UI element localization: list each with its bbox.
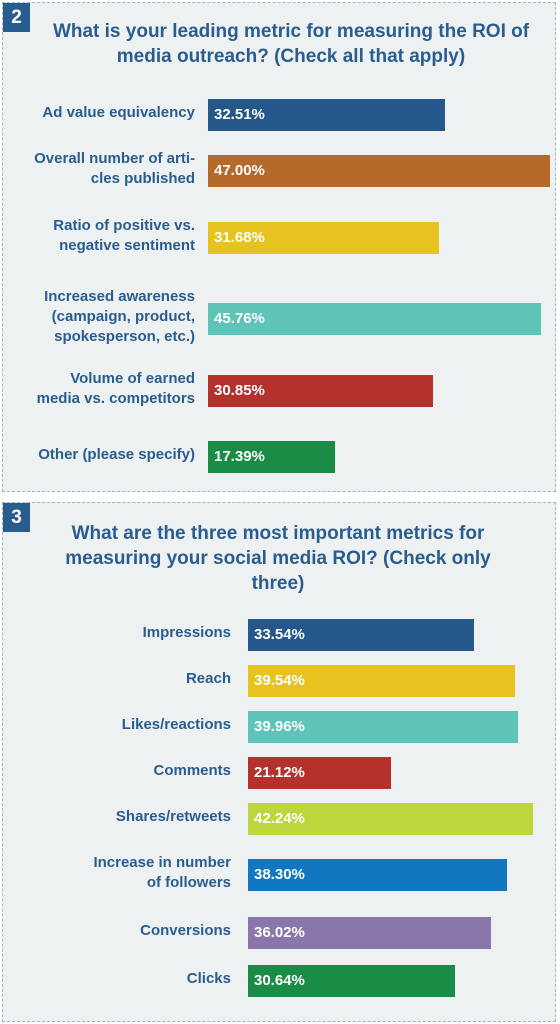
bar-value-label: 47.00% — [214, 162, 265, 179]
category-label: Ad value equivalency — [42, 104, 195, 121]
chart-title: What are the three most important metric… — [65, 523, 491, 594]
bar — [248, 803, 534, 835]
bar-value-label: 17.39% — [214, 448, 265, 465]
chart-title: What is your leading metric for measurin… — [52, 21, 530, 67]
question-number-badge: 3 — [3, 503, 30, 532]
bar-chart-social-metrics: Impressions 33.54% Reach 39.54% Likes/reacti… — [3, 503, 557, 1021]
bar-value-label: 33.54% — [254, 626, 305, 643]
survey-panel-social-metrics: 3 What are the three most important metr… — [2, 502, 556, 1022]
category-label: Impressions — [142, 624, 231, 641]
bar — [248, 619, 475, 651]
bar — [208, 303, 542, 335]
bar-value-label: 21.12% — [254, 764, 305, 781]
bar-chart-leading-metric: Ad value equivalency 32.51% Overall number… — [3, 3, 557, 491]
bar — [248, 757, 391, 789]
bar — [248, 917, 492, 949]
category-label: Reach — [185, 670, 231, 687]
bar-value-label: 30.85% — [214, 382, 265, 399]
bar-value-label: 42.24% — [254, 810, 305, 827]
bar — [208, 155, 551, 187]
category-label: Clicks — [186, 970, 231, 987]
bar-value-label: 36.02% — [254, 924, 305, 941]
category-label: Other (please specify) — [38, 446, 195, 463]
bar — [248, 859, 507, 891]
bar-value-label: 39.96% — [254, 718, 305, 735]
bar-value-label: 38.30% — [254, 866, 305, 883]
category-label: Increased awareness (campaign, product, … — [44, 288, 195, 345]
bar-value-label: 31.68% — [214, 229, 265, 246]
bar — [248, 965, 455, 997]
survey-panel-leading-metric: 2 What is your leading metric for measur… — [2, 2, 556, 492]
bar — [208, 99, 445, 131]
bar — [208, 441, 335, 473]
category-label: Ratio of positive vs. negative sentiment — [53, 217, 195, 254]
category-label: Shares/retweets — [115, 808, 231, 825]
category-label: Volume of earned media vs. competitors — [36, 370, 195, 407]
category-label: Comments — [153, 762, 231, 779]
category-label: Overall number of arti- cles published — [34, 150, 195, 187]
question-number-badge: 2 — [3, 3, 30, 32]
bar-value-label: 30.64% — [254, 972, 305, 989]
bar — [248, 711, 518, 743]
bar-value-label: 39.54% — [254, 672, 305, 689]
bar — [208, 375, 433, 407]
bar — [208, 222, 439, 254]
category-label: Likes/reactions — [121, 716, 231, 733]
category-label: Increase in number of followers — [93, 854, 231, 891]
bar-value-label: 45.76% — [214, 310, 265, 327]
bar — [248, 665, 515, 697]
category-label: Conversions — [140, 922, 231, 939]
bar-value-label: 32.51% — [214, 106, 265, 123]
